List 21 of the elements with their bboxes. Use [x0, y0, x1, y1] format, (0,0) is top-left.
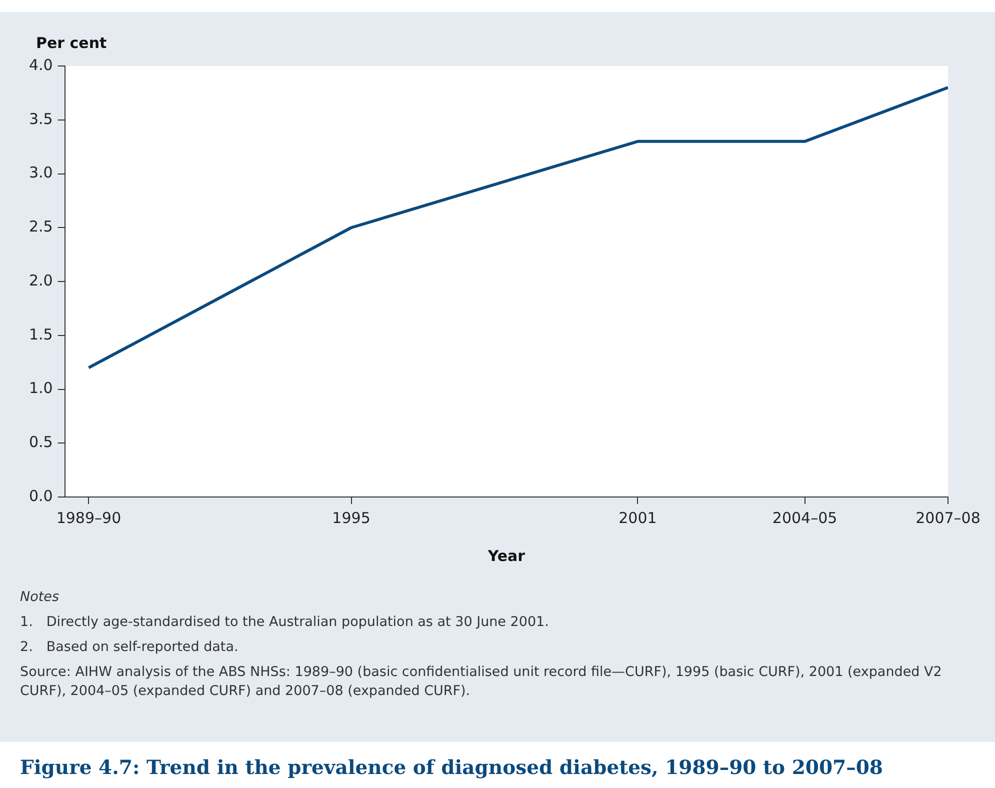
text: 1. Directly age-standardised to the Australian population as at 30 June 2001.: [20, 613, 550, 632]
x-axis-title: Year: [486, 546, 526, 565]
y-tick-label: 4.0: [28, 56, 53, 74]
y-axis-title: Per cent: [36, 34, 107, 52]
y-tick-label: 2.0: [28, 271, 53, 290]
x-tick-label: 2007–08: [916, 508, 980, 527]
text: Notes: [20, 588, 60, 607]
y-tick-label: 3.0: [28, 164, 53, 182]
source-note: Source: AIHW analysis of the ABS NHSs: 1989–90 (basic confidentialised unit record file—CURF), 1995 (basic CURF), 2001 (expanded V2 CURF), 2004–05 (expanded CURF) and 2007–08 (expanded CURF).: [20, 663, 943, 701]
x-tick-label: 2004–05: [772, 508, 838, 527]
text: Figure 4.7: Trend in the prevalence of diagnosed diabetes, 1989–90 to 2007–08: [20, 756, 883, 779]
y-tick-label: 3.5: [28, 110, 53, 128]
x-tick-label: 2001: [618, 508, 657, 527]
x-tick-label: 1995: [332, 508, 370, 527]
y-tick-label: 0.5: [28, 433, 53, 452]
x-tick-label: 1989–90: [56, 508, 122, 527]
y-tick-label: 1.0: [28, 379, 53, 398]
text: 2. Based on self-reported data.: [20, 638, 240, 657]
y-tick-label: 2.5: [28, 218, 53, 236]
y-tick-label: 1.5: [28, 325, 53, 344]
y-tick-label: 0.0: [28, 486, 53, 505]
